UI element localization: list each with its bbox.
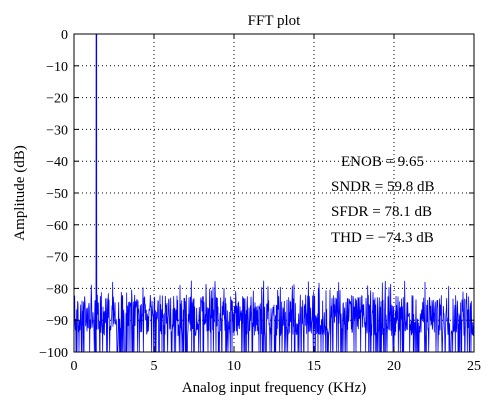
y-tick-label: −80 [46,282,68,297]
annotation-sfdr: SFDR = 78.1 dB [331,204,432,220]
y-tick-label: −70 [46,251,68,266]
x-tick-label: 10 [227,359,241,374]
x-tick-label: 0 [71,359,78,374]
annotation-thd: THD = −74.3 dB [331,230,434,246]
y-tick-label: −60 [46,219,68,234]
y-tick-label: −50 [46,187,68,202]
y-tick-label: −30 [46,123,68,138]
x-tick-label: 15 [307,359,321,374]
metrics-annotations: ENOB = 9.65 SNDR = 59.8 dB SFDR = 78.1 d… [331,154,434,246]
y-tick-label: 0 [61,28,68,43]
x-axis-label: Analog input frequency (KHz) [182,380,367,396]
grid-lines [74,34,474,352]
x-tick-label: 25 [467,359,481,374]
axis-ticks: 0 5 10 15 20 25 0 −10 −20 −30 −40 −50 −60 −70 −80 −90 −1… [39,28,481,374]
y-tick-label: −20 [46,92,68,107]
y-axis-label: Amplitude (dB) [12,145,28,240]
y-tick-label: −90 [46,314,68,329]
fft-trace [74,34,474,352]
chart-title: FFT plot [248,13,301,29]
fft-series [74,34,474,352]
y-tick-label: −100 [39,346,68,361]
annotation-sndr: SNDR = 59.8 dB [331,179,434,195]
y-tick-label: −10 [46,60,68,75]
x-tick-label: 5 [151,359,158,374]
y-tick-label: −40 [46,155,68,170]
annotation-enob: ENOB = 9.65 [341,154,424,170]
x-tick-label: 20 [387,359,401,374]
